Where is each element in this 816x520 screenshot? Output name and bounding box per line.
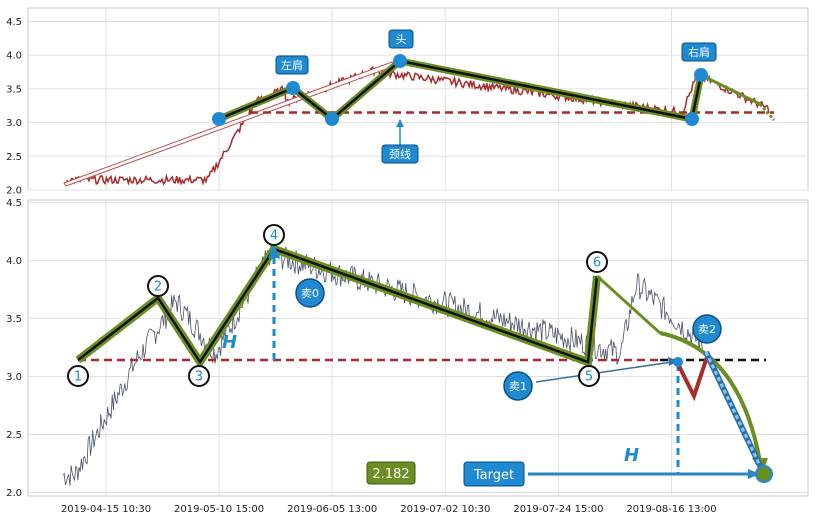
x-tick-label: 2019-07-02 10:30 bbox=[400, 504, 490, 515]
y-tick-label: 2.5 bbox=[6, 430, 22, 441]
y-tick-label: 4.0 bbox=[6, 256, 22, 267]
neckline-label-box bbox=[381, 144, 419, 164]
svg-text:4: 4 bbox=[270, 229, 278, 244]
top-pattern-markers bbox=[212, 54, 708, 126]
height-arrow-head bbox=[268, 244, 280, 258]
head-label-box bbox=[388, 29, 414, 49]
y-tick-label: 2.0 bbox=[6, 186, 22, 197]
pattern-point-1: 1 bbox=[67, 365, 89, 387]
pattern-point bbox=[212, 112, 226, 126]
svg-text:卖0: 卖0 bbox=[301, 287, 319, 300]
y-tick-label: 4.5 bbox=[6, 198, 22, 209]
svg-text:3: 3 bbox=[195, 370, 203, 385]
pattern-point bbox=[685, 112, 699, 126]
top-grid bbox=[28, 8, 808, 191]
pattern-point-4: 4 bbox=[263, 224, 285, 246]
target-label-box bbox=[463, 461, 525, 487]
sell-point-1: 卖1 bbox=[503, 371, 533, 401]
target-value: 2.182 bbox=[372, 467, 409, 482]
y-tick-label: 3.0 bbox=[6, 372, 22, 383]
right-shoulder-label: 右肩 bbox=[688, 45, 710, 59]
sell-point-0: 卖0 bbox=[295, 278, 325, 308]
target-value-box bbox=[366, 461, 416, 485]
breakout-point bbox=[673, 357, 683, 367]
pattern-core bbox=[218, 59, 703, 121]
x-tick-label: 2019-05-10 15:00 bbox=[174, 504, 264, 515]
pattern-tail bbox=[700, 73, 761, 106]
sell1-arrow bbox=[535, 361, 673, 383]
top-panel-frame bbox=[27, 7, 809, 191]
pattern-point-3: 3 bbox=[188, 365, 210, 387]
top-pattern-lines bbox=[217, 57, 776, 124]
throwback-path bbox=[674, 353, 710, 402]
y-tick-label: 3.5 bbox=[6, 84, 22, 95]
svg-text:卖1: 卖1 bbox=[509, 380, 527, 393]
pattern-tail bbox=[595, 274, 662, 335]
bottom-y-axis: 2.0 2.5 3.0 3.5 4.0 4.5 bbox=[6, 198, 22, 499]
x-tick-label: 2019-04-15 10:30 bbox=[61, 504, 151, 515]
pattern-core bbox=[77, 247, 599, 365]
pattern-point bbox=[393, 54, 407, 68]
y-tick-label: 3.0 bbox=[6, 118, 22, 129]
height-label-right: H bbox=[624, 445, 639, 466]
target-point bbox=[755, 465, 773, 483]
bottom-grid bbox=[28, 200, 808, 496]
pattern-point bbox=[286, 81, 300, 95]
sell-point-labels: 卖0 卖1 卖2 bbox=[295, 278, 722, 401]
bottom-panel-frame bbox=[27, 199, 809, 497]
x-tick-label: 2019-06-05 13:00 bbox=[287, 504, 377, 515]
svg-text:5: 5 bbox=[585, 370, 593, 385]
pattern-point-5: 5 bbox=[578, 365, 600, 387]
left-shoulder-label-box bbox=[275, 55, 309, 75]
bottom-x-axis: 2019-04-15 10:30 2019-05-10 15:00 2019-06-… bbox=[61, 504, 717, 515]
pattern-tail-dashed bbox=[758, 103, 776, 121]
projection-curve bbox=[659, 331, 762, 463]
svg-text:2: 2 bbox=[154, 280, 162, 295]
svg-text:1: 1 bbox=[74, 370, 82, 385]
top-y-axis: 2.0 2.5 3.0 3.5 4.0 4.5 bbox=[6, 17, 22, 197]
pattern-point bbox=[325, 112, 339, 126]
svg-text:6: 6 bbox=[593, 256, 601, 271]
y-tick-label: 2.0 bbox=[6, 488, 22, 499]
neckline-label: 颈线 bbox=[389, 147, 411, 161]
target-label: Target bbox=[473, 468, 514, 483]
bottom-point-labels: 1 2 3 4 5 6 bbox=[67, 224, 608, 387]
bottom-pattern-lines bbox=[75, 244, 662, 370]
svg-text:卖2: 卖2 bbox=[698, 323, 716, 336]
y-tick-label: 3.5 bbox=[6, 314, 22, 325]
height-label-left: H bbox=[222, 332, 237, 353]
sell2-path-inner bbox=[704, 351, 764, 471]
pattern-point bbox=[694, 68, 708, 82]
pattern-point-2: 2 bbox=[147, 275, 169, 297]
x-tick-label: 2019-08-16 13:00 bbox=[626, 504, 716, 515]
right-shoulder-label-box bbox=[681, 42, 717, 62]
sell-point-2: 卖2 bbox=[692, 314, 722, 344]
neckline-pointer-head bbox=[396, 119, 404, 127]
x-tick-label: 2019-07-24 15:00 bbox=[513, 504, 603, 515]
left-shoulder-label: 左肩 bbox=[281, 58, 303, 72]
sell1-arrow-head bbox=[668, 357, 678, 366]
y-tick-label: 4.5 bbox=[6, 17, 22, 28]
target-arrow-head bbox=[748, 469, 760, 479]
pattern-point-6: 6 bbox=[586, 251, 608, 273]
head-label: 头 bbox=[396, 33, 407, 46]
y-tick-label: 2.5 bbox=[6, 152, 22, 163]
y-tick-label: 4.0 bbox=[6, 51, 22, 62]
